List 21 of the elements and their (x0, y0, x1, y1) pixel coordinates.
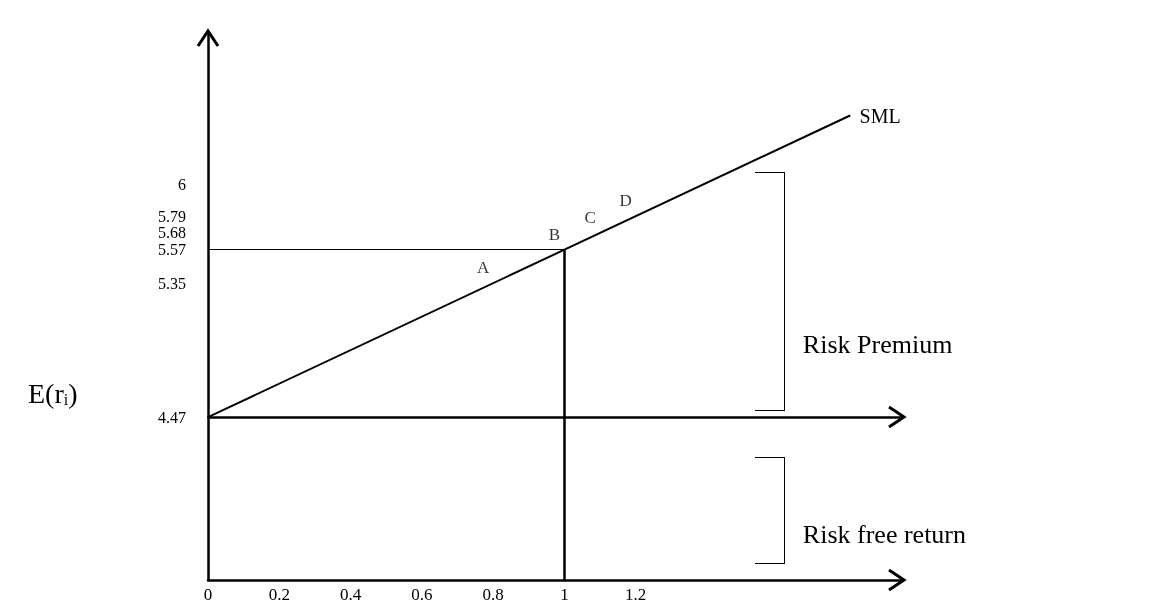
x-tick-label: 0.8 (482, 585, 504, 604)
x-tick-label: 0.6 (411, 585, 433, 604)
y-tick-label: 5.35 (158, 274, 186, 292)
y-tick-label: 5.79 (158, 207, 186, 225)
x-tick-label: 1 (560, 585, 569, 604)
y-tick-label: 6 (178, 175, 186, 193)
y-tick-label: 4.47 (158, 408, 186, 426)
annotation: D (619, 191, 632, 211)
y-axis-title: E(ri) (28, 377, 78, 409)
x-tick-label: 1.2 (625, 585, 647, 604)
annotation: Risk free return (802, 519, 967, 549)
annotation: A (476, 258, 490, 278)
annotation: C (584, 207, 596, 227)
y-tick-label: 5.68 (158, 224, 186, 242)
x-tick-label: 0.2 (268, 585, 290, 604)
x-tick-label: 0 (203, 585, 213, 604)
annotation: B (548, 224, 561, 244)
annotation: Risk Premium (802, 329, 953, 359)
x-tick-label: 0.4 (339, 585, 362, 604)
y-tick-label: 5.57 (158, 241, 186, 259)
series-label: SML (859, 104, 901, 127)
